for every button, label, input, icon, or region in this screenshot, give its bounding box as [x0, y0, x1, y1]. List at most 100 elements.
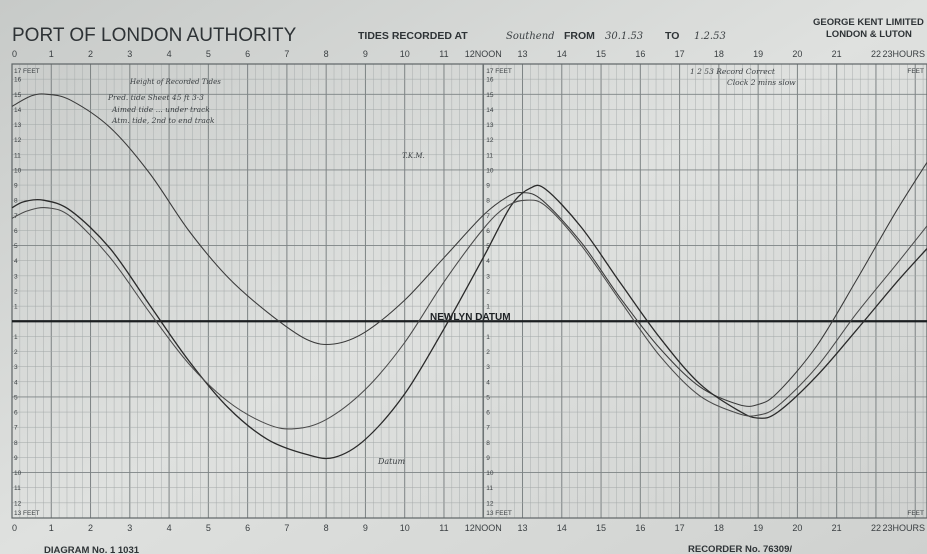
from-date: 30.1.53 — [605, 31, 643, 42]
hour-tick-bottom: 23HOURS — [882, 523, 925, 533]
feet-tick-above: 9 — [14, 183, 18, 190]
feet-tick-below: 11 — [486, 485, 493, 492]
feet-tick-above: 4 — [14, 258, 18, 265]
note-line-4: Atm. tide, 2nd to end track — [111, 116, 215, 125]
feet-tick-above: 15 — [486, 92, 494, 99]
hour-tick-bottom: 18 — [714, 523, 724, 533]
feet-tick-above: 13 — [486, 122, 494, 129]
feet-tick-below: 3 — [486, 364, 490, 371]
feet-tick-below: 1 — [486, 334, 490, 341]
hour-tick-bottom: 3 — [127, 523, 132, 533]
note-line-1: Height of Recorded Tides — [129, 78, 221, 86]
feet-tick-below: 6 — [14, 410, 18, 417]
feet-tick-below: 10 — [14, 470, 22, 477]
location-text: Southend — [506, 31, 555, 42]
hour-tick-top: 7 — [284, 49, 289, 59]
curve-note: Datum — [377, 457, 406, 466]
feet-tick-below: 7 — [14, 425, 18, 432]
hour-tick-top: 13 — [518, 49, 528, 59]
feet-tick-below: 9 — [14, 455, 18, 462]
feet-tick-above: 10 — [486, 167, 494, 174]
feet-label-right-top: FEET — [907, 68, 924, 75]
hour-tick-bottom: 1 — [49, 523, 54, 533]
hour-tick-bottom: 6 — [245, 523, 250, 533]
hour-tick-bottom: 0 — [12, 523, 17, 533]
hour-tick-bottom: 5 — [206, 523, 211, 533]
hour-tick-top: 22 — [871, 49, 881, 59]
feet-label-noon-top: 17 FEET — [486, 68, 512, 75]
feet-tick-above: 16 — [14, 77, 22, 84]
recorded-prefix: TIDES RECORDED AT — [358, 30, 468, 42]
hour-tick-bottom: 17 — [675, 523, 685, 533]
hour-tick-top: 3 — [127, 49, 132, 59]
hour-tick-top: 20 — [792, 49, 802, 59]
hour-tick-bottom: 20 — [792, 523, 802, 533]
maker-place: LONDON & LUTON — [826, 29, 912, 40]
hour-tick-bottom: 7 — [284, 523, 289, 533]
feet-tick-below: 11 — [14, 485, 21, 492]
hour-tick-bottom: 21 — [832, 523, 842, 533]
feet-tick-above: 12 — [14, 137, 22, 144]
hour-tick-bottom: 15 — [596, 523, 606, 533]
feet-tick-above: 10 — [14, 167, 22, 174]
hour-tick-top: 16 — [635, 49, 645, 59]
hour-tick-top: 8 — [324, 49, 329, 59]
note-line-3: Aimed tide ... under track — [111, 105, 210, 114]
feet-label-left-top: 17 FEET — [14, 68, 40, 75]
hour-tick-bottom: 14 — [557, 523, 567, 533]
feet-tick-below: 12 — [14, 500, 22, 507]
feet-tick-above: 5 — [14, 243, 18, 250]
hour-tick-bottom: 2 — [88, 523, 93, 533]
hour-tick-top: 1 — [49, 49, 54, 59]
feet-tick-above: 8 — [486, 198, 490, 205]
hour-tick-bottom: 8 — [324, 523, 329, 533]
hour-tick-top: 9 — [363, 49, 368, 59]
feet-tick-above: 1 — [486, 304, 490, 311]
feet-tick-above: 6 — [14, 228, 18, 235]
hour-tick-top: 23HOURS — [882, 49, 925, 59]
feet-label-noon-bottom: 13 FEET — [486, 510, 512, 517]
feet-tick-above: 11 — [486, 152, 493, 159]
tkm-note: T.K.M. — [402, 152, 425, 160]
hour-tick-top: 18 — [714, 49, 724, 59]
top-right-note-1: 1 2 53 Record Correct — [690, 67, 776, 76]
hour-tick-top: 5 — [206, 49, 211, 59]
to-date: 1.2.53 — [694, 31, 726, 42]
feet-tick-below: 9 — [486, 455, 490, 462]
hour-tick-top: 11 — [439, 49, 448, 59]
feet-tick-above: 3 — [486, 273, 490, 280]
feet-tick-above: 6 — [486, 228, 490, 235]
feet-tick-above: 13 — [14, 122, 22, 129]
from-label: FROM — [564, 30, 595, 42]
feet-tick-below: 6 — [486, 410, 490, 417]
hour-tick-bottom: 16 — [635, 523, 645, 533]
feet-label-left-bottom: 13 FEET — [14, 510, 40, 517]
feet-tick-above: 1 — [14, 304, 18, 311]
feet-tick-below: 4 — [14, 379, 18, 386]
newlyn-datum-label: NEWLYN DATUM — [430, 312, 511, 323]
feet-tick-below: 3 — [14, 364, 18, 371]
feet-tick-above: 11 — [14, 152, 21, 159]
feet-tick-below: 5 — [486, 394, 490, 401]
hour-tick-top: 21 — [832, 49, 842, 59]
feet-tick-above: 8 — [14, 198, 18, 205]
hour-tick-bottom: 9 — [363, 523, 368, 533]
feet-tick-above: 12 — [486, 137, 494, 144]
hour-tick-bottom: 22 — [871, 523, 881, 533]
hour-tick-top: 19 — [753, 49, 763, 59]
hour-tick-top: 10 — [400, 49, 410, 59]
feet-tick-above: 14 — [486, 107, 494, 114]
feet-label-right-bottom: FEET — [907, 510, 924, 517]
feet-tick-below: 8 — [486, 440, 490, 447]
feet-tick-above: 2 — [486, 289, 490, 296]
feet-tick-above: 9 — [486, 183, 490, 190]
feet-tick-below: 8 — [14, 440, 18, 447]
feet-tick-above: 16 — [486, 77, 494, 84]
hour-tick-top: 0 — [12, 49, 17, 59]
feet-tick-below: 12 — [486, 500, 494, 507]
feet-tick-below: 2 — [486, 349, 490, 356]
hour-tick-bottom: 4 — [167, 523, 172, 533]
chart-title: PORT OF LONDON AUTHORITY — [12, 25, 297, 46]
diagram-label: DIAGRAM No. 1 1031 — [44, 545, 140, 554]
maker-name: GEORGE KENT LIMITED — [813, 17, 924, 28]
